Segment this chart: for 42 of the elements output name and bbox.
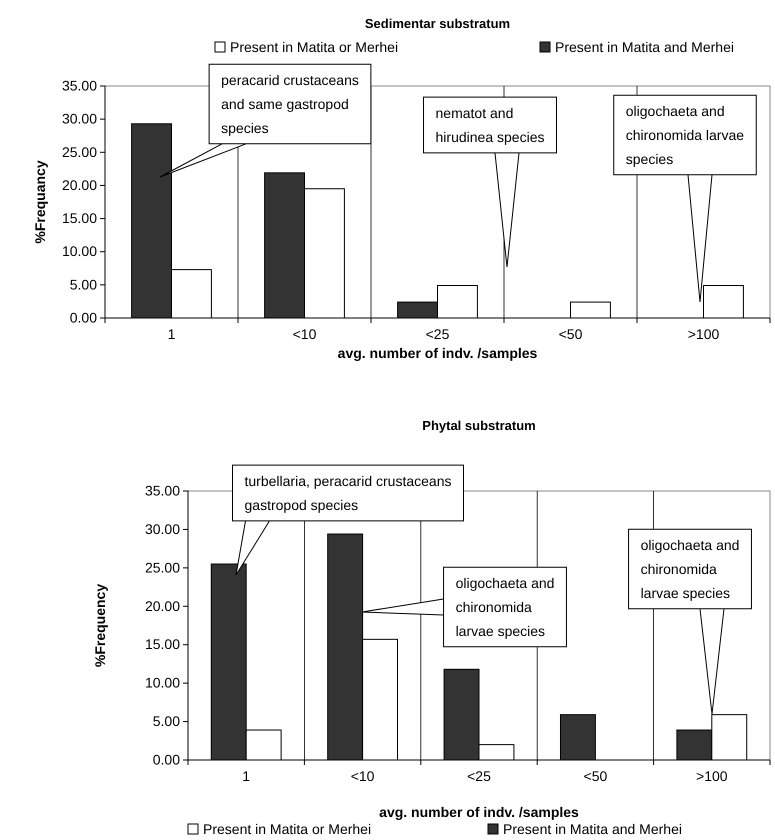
y-tick-label: 15.00 <box>144 636 180 652</box>
x-tick-label: <10 <box>350 768 375 784</box>
y-tick-label: 0.00 <box>70 309 98 326</box>
y-tick-label: 5.00 <box>70 276 98 292</box>
x-tick-label: >100 <box>688 326 720 342</box>
x-tick-label: <50 <box>584 768 608 784</box>
x-tick-label: 1 <box>168 326 176 342</box>
y-tick-label: 30.00 <box>144 520 180 537</box>
x-tick-label: 1 <box>242 768 250 784</box>
annotation: oligochaeta and chironomida larvae species <box>626 103 744 167</box>
y-tick-label: 10.00 <box>62 243 98 260</box>
x-axis-title: avg. number of indv. /samples <box>379 804 580 820</box>
y-tick-label: 35.00 <box>144 482 180 498</box>
x-axis-title: avg. number of indv. /samples <box>338 345 538 361</box>
chart-title: Sedimentar substratum <box>364 16 510 31</box>
chart-title: Phytal substratum <box>422 418 536 433</box>
legend-label: Present in Matita and Merhei <box>503 821 682 837</box>
x-tick-label: >100 <box>696 768 728 784</box>
y-tick-label: 15.00 <box>62 210 98 226</box>
y-axis-title: %Frequancy <box>32 160 48 244</box>
y-tick-label: 20.00 <box>62 176 98 193</box>
annotation: turbellaria, peracarid crustaceans gastropod species <box>244 473 452 513</box>
legend-label: Present in Matita and Merhei <box>555 39 734 55</box>
y-tick-label: 10.00 <box>144 674 180 691</box>
x-tick-label: <50 <box>558 326 583 342</box>
y-tick-label: 20.00 <box>144 598 180 614</box>
legend-label: Present in Matita or Merhei <box>230 39 398 55</box>
x-tick-label: <25 <box>426 326 450 342</box>
x-tick-label: <25 <box>467 768 492 784</box>
y-tick-label: 25.00 <box>62 144 98 160</box>
y-axis-title: %Frequency <box>92 584 108 668</box>
y-tick-label: 5.00 <box>152 713 180 730</box>
legend-label: Present in Matita or Merhei <box>203 821 372 837</box>
x-tick-label: <10 <box>292 326 317 342</box>
y-tick-label: 0.00 <box>152 751 180 768</box>
annotation: oligochaeta and chironomida larvae species <box>456 575 554 639</box>
annotation: nematot and hirudinea species <box>436 105 544 145</box>
y-tick-label: 25.00 <box>144 559 180 576</box>
annotation: oligochaeta and chironomida larvae species <box>640 537 740 601</box>
y-tick-label: 35.00 <box>62 77 98 94</box>
annotation: peracarid crustaceans and same gastropod species <box>221 72 359 136</box>
y-tick-label: 30.00 <box>62 110 98 127</box>
